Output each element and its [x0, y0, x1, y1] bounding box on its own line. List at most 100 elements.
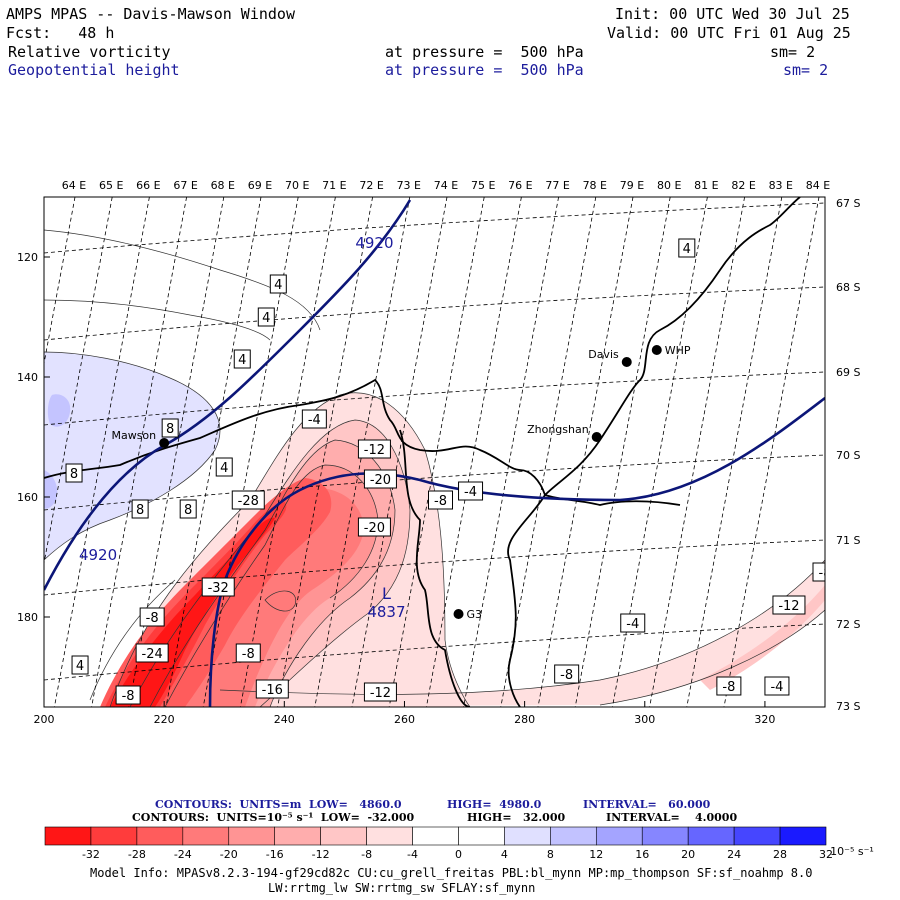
vorticity-label: -12	[357, 439, 391, 459]
svg-text:8: 8	[166, 422, 174, 437]
longitude-label: 70 E	[285, 179, 309, 192]
vorticity-label: 8	[179, 499, 197, 519]
colorbar-tick-label: 4	[501, 848, 508, 861]
vorticity-label: -8	[115, 685, 141, 705]
colorbar-swatch	[136, 826, 184, 846]
longitude-line	[240, 197, 336, 707]
longitude-label: 78 E	[583, 179, 607, 192]
colorbar-swatch	[228, 826, 276, 846]
svg-text:8: 8	[136, 503, 144, 518]
valid-time: Valid: 00 UTC Fri 01 Aug 25	[607, 24, 851, 42]
latitude-label: 71 S	[836, 534, 860, 547]
field2-level: at pressure = 500 hPa	[385, 61, 584, 79]
station-dot	[453, 609, 464, 619]
vorticity-label: 8	[161, 418, 179, 438]
right-latitude-labels: 67 S 68 S 69 S 70 S 71 S 72 S 73 S	[836, 197, 860, 713]
colorbar-swatch	[504, 826, 551, 846]
colorbar-swatch	[274, 826, 321, 846]
vorticity-labels: 4 4 4 4 -4 8 8 4 -12 -20 -28 8 8 -8 -4 -20 -32 -8 -12 -8 -4 4…	[65, 238, 825, 705]
vorticity-label: -4	[764, 676, 790, 696]
colorbar-tick-label: -16	[266, 848, 284, 861]
longitude-label: 72 E	[359, 179, 383, 192]
colorbar-swatch	[90, 826, 138, 846]
longitude-label: 76 E	[508, 179, 532, 192]
latitude-label: 68 S	[836, 281, 860, 294]
svg-text:-8: -8	[560, 668, 573, 683]
colorbar-tick-label: 20	[681, 848, 695, 861]
vorticity-label: 4	[71, 655, 89, 675]
longitude-label: 79 E	[620, 179, 644, 192]
longitude-label: 66 E	[136, 179, 160, 192]
latitude-label: 67 S	[836, 197, 860, 210]
svg-text:4: 4	[220, 461, 228, 476]
station-dot	[651, 345, 662, 355]
svg-text:-32: -32	[208, 581, 229, 596]
vorticity-label: -8	[554, 664, 580, 684]
colorbar-swatch	[320, 826, 367, 846]
x-tick-label: 300	[634, 713, 655, 726]
longitude-label: 74 E	[434, 179, 458, 192]
x-tick-label: 240	[274, 713, 295, 726]
svg-text:4: 4	[274, 278, 282, 293]
vorticity-label: 4	[678, 238, 696, 258]
longitude-line	[537, 197, 634, 707]
colorbar-tick-label: 12	[589, 848, 603, 861]
vorticity-label: 4	[257, 307, 275, 327]
colorbar-swatch	[412, 826, 459, 846]
longitude-line	[91, 197, 187, 707]
y-tick-label: 160	[17, 491, 38, 504]
vorticity-label: -32	[201, 577, 235, 597]
svg-text:-8: -8	[146, 611, 159, 626]
vorticity-label: -12	[772, 595, 806, 615]
colorbar-tick-label: -28	[128, 848, 146, 861]
bottom-x-axis-ticks: 200 220 240 260 280 300 320	[34, 701, 775, 726]
svg-text:-12: -12	[370, 686, 391, 701]
station-dot	[159, 438, 170, 448]
latitude-grid	[44, 202, 825, 681]
svg-text:-8: -8	[122, 689, 135, 704]
station-label: Mawson	[111, 429, 156, 442]
station-label: WHP	[665, 344, 691, 357]
vorticity-label: 4	[215, 457, 233, 477]
latitude-label: 73 S	[836, 700, 860, 713]
svg-text:-8: -8	[242, 647, 255, 662]
vorticity-label: -20	[357, 517, 391, 537]
longitude-line	[463, 197, 559, 707]
field1-name: Relative vorticity	[8, 43, 171, 61]
vorticity-contour-units: CONTOURS: UNITS=10⁻⁵ s⁻¹ LOW= -32.000	[132, 811, 415, 824]
vorticity-contours	[44, 229, 825, 707]
longitude-line	[277, 197, 373, 707]
height-label: 4920	[79, 546, 117, 564]
longitude-line	[612, 197, 708, 707]
svg-text:8: 8	[184, 503, 192, 518]
longitude-label: 65 E	[99, 179, 123, 192]
vorticity-label: -28	[231, 490, 265, 510]
vorticity-label: 8	[131, 499, 149, 519]
x-tick-label: 280	[514, 713, 535, 726]
longitude-line	[686, 197, 783, 707]
colorbar: -32 -28 -24 -20 -16 -12 -8 -4 0 4 8 12 16 20 24 28 3210⁻…	[44, 826, 874, 861]
colorbar-swatch	[687, 826, 735, 846]
vorticity-label: -12	[363, 682, 397, 702]
station-dot	[591, 432, 602, 442]
svg-text:-4: -4	[626, 617, 639, 632]
field2-smoothing: sm= 2	[783, 61, 829, 79]
map-frame	[43, 196, 826, 708]
vorticity-label: 4	[269, 274, 287, 294]
longitude-label: 73 E	[397, 179, 421, 192]
x-tick-label: 200	[34, 713, 55, 726]
height-label: 4837	[367, 603, 405, 621]
field2-name: Geopotential height	[8, 61, 180, 79]
vorticity-contour-high: HIGH= 32.000	[467, 811, 566, 824]
station-label: G3	[467, 608, 483, 621]
x-tick-label: 260	[394, 713, 415, 726]
colorbar-swatch	[366, 826, 413, 846]
x-tick-label: 320	[754, 713, 775, 726]
longitude-line	[44, 197, 113, 566]
colorbar-tick-label: -4	[407, 848, 418, 861]
svg-text:-20: -20	[364, 521, 385, 536]
svg-text:4: 4	[262, 311, 270, 326]
positive-vorticity-shading	[44, 352, 220, 560]
colorbar-units-label: 10⁻⁵ s⁻¹	[830, 845, 874, 858]
